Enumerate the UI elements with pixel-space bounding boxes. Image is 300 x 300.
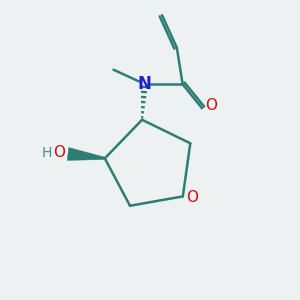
Polygon shape [67,148,105,160]
Text: H: H [42,146,52,160]
Text: O: O [205,98,217,113]
Text: O: O [53,145,65,160]
Text: N: N [137,75,152,93]
Text: O: O [186,190,198,206]
